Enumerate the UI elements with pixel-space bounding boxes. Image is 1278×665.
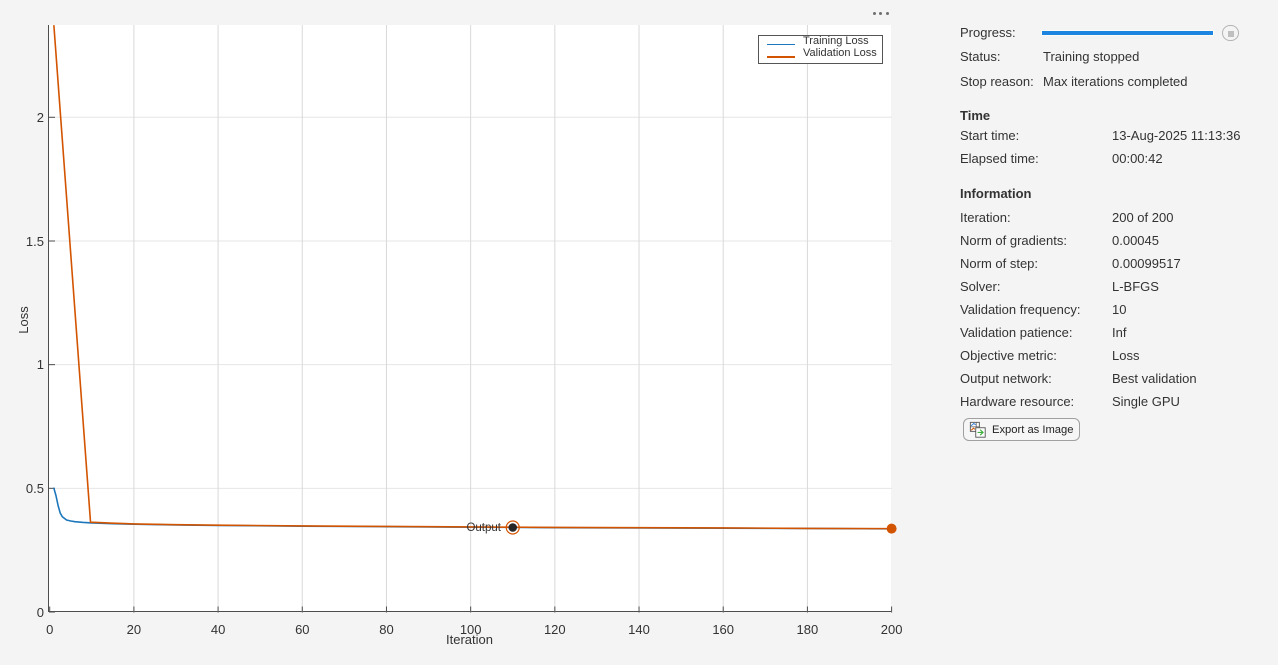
svg-text:Output: Output <box>466 522 501 534</box>
